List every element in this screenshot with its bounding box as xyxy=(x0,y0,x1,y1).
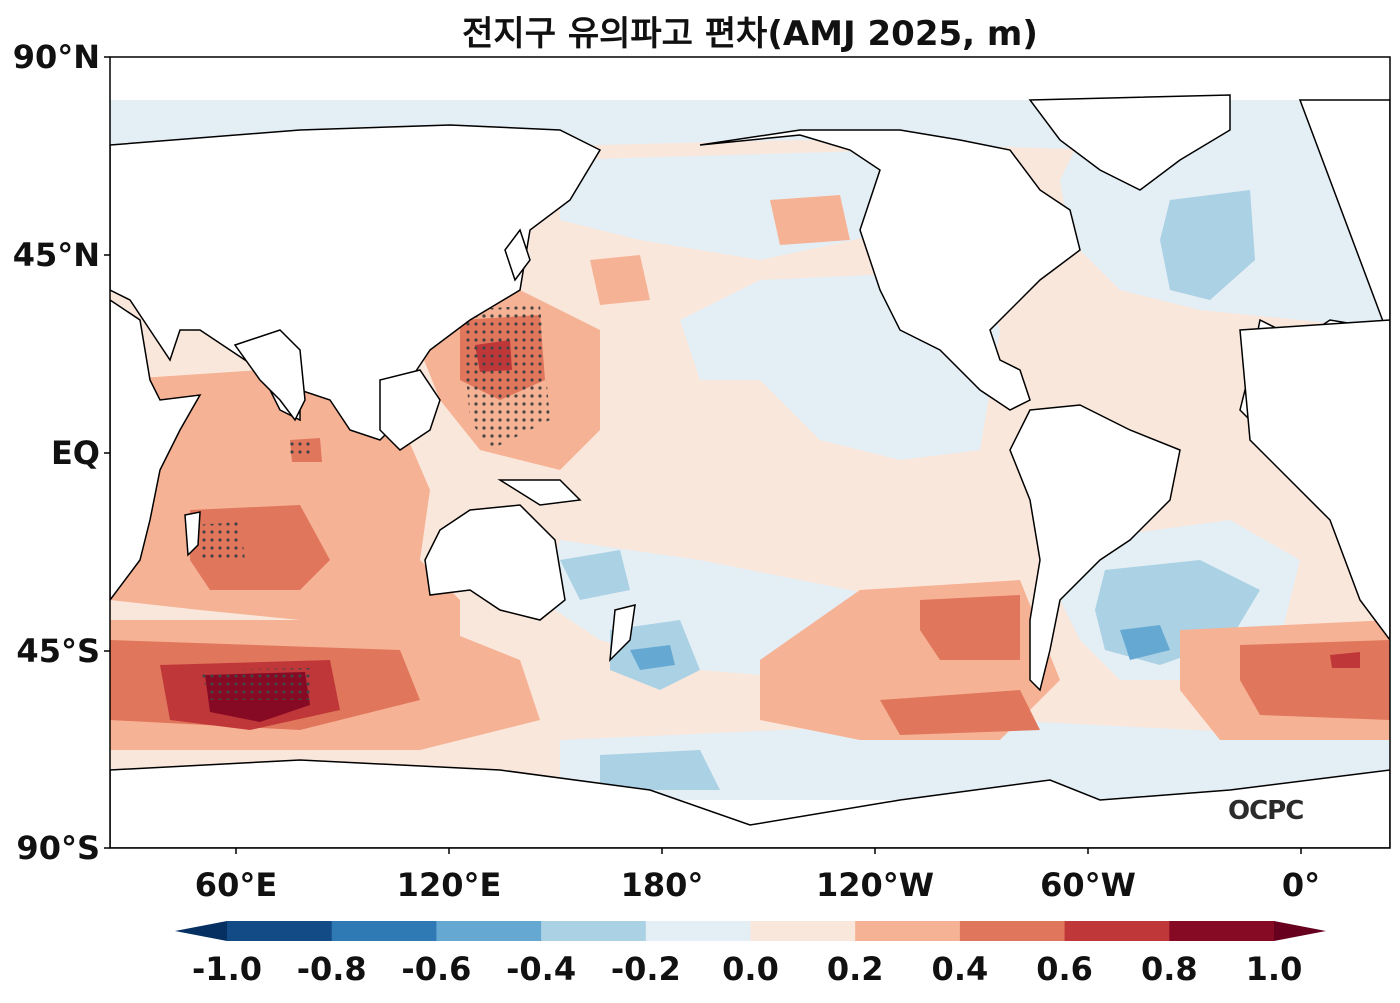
lon-label-60w: 60°W xyxy=(1040,866,1136,904)
land-mass xyxy=(110,94,1390,848)
north-america xyxy=(699,129,1081,411)
colorbar-tick-label: 0.0 xyxy=(722,950,779,988)
axis-ticks xyxy=(104,56,1302,854)
antarctica xyxy=(110,759,1390,848)
colorbar-segment xyxy=(959,921,1066,941)
lat-label-90s: 90°S xyxy=(16,829,100,867)
colorbar-segment xyxy=(227,921,333,941)
africa-east xyxy=(110,299,202,602)
anomaly-field xyxy=(110,57,1390,848)
south-america xyxy=(1009,404,1181,692)
colorbar-segment xyxy=(1064,921,1170,941)
lon-label-180: 180° xyxy=(620,866,704,904)
madagascar xyxy=(184,511,201,557)
map-title: 전지구 유의파고 편차(AMJ 2025, m) xyxy=(462,14,1038,54)
greenland xyxy=(1028,94,1231,191)
colorbar-tick-label: 0.2 xyxy=(826,950,884,988)
colorbar-tick-label: -0.8 xyxy=(296,950,367,988)
colorbar-extend-high xyxy=(1274,921,1326,941)
australia xyxy=(424,504,566,621)
colorbar-tick-label: -1.0 xyxy=(192,950,262,988)
colorbar-tick-label: 0.4 xyxy=(931,950,989,988)
colorbar-segment xyxy=(436,921,542,941)
colorbar-tick-label: -0.6 xyxy=(401,950,472,988)
west-africa xyxy=(1239,319,1390,642)
colorbar-extend-low xyxy=(175,921,227,941)
southern-ocean-negative xyxy=(560,720,1390,800)
colorbar xyxy=(175,921,1326,941)
colorbar-segment xyxy=(331,921,437,941)
lat-label-eq: EQ xyxy=(50,434,100,472)
lat-label-45n: 45°N xyxy=(12,236,100,274)
colorbar-segment xyxy=(541,921,647,941)
colorbar-tick-label: 0.6 xyxy=(1036,950,1093,988)
ocpc-logo: OCPC xyxy=(1228,796,1304,826)
colorbar-segment xyxy=(645,921,751,941)
colorbar-tick-label: 1.0 xyxy=(1245,950,1303,988)
eurasia-africa xyxy=(110,124,602,441)
lon-label-0: 0° xyxy=(1281,866,1321,904)
lon-label-120e: 120°E xyxy=(396,866,502,904)
lat-label-45s: 45°S xyxy=(16,632,100,670)
colorbar-tick-label: 0.8 xyxy=(1140,950,1198,988)
lon-label-120w: 120°W xyxy=(815,866,935,904)
colorbar-tick-label: -0.2 xyxy=(610,950,681,988)
colorbar-segment xyxy=(855,921,961,941)
colorbar-tick-label: -0.4 xyxy=(506,950,577,988)
lon-label-60e: 60°E xyxy=(194,866,278,904)
colorbar-segment xyxy=(1169,921,1275,941)
colorbar-segment xyxy=(750,921,856,941)
lat-label-90n: 90°N xyxy=(12,38,100,76)
